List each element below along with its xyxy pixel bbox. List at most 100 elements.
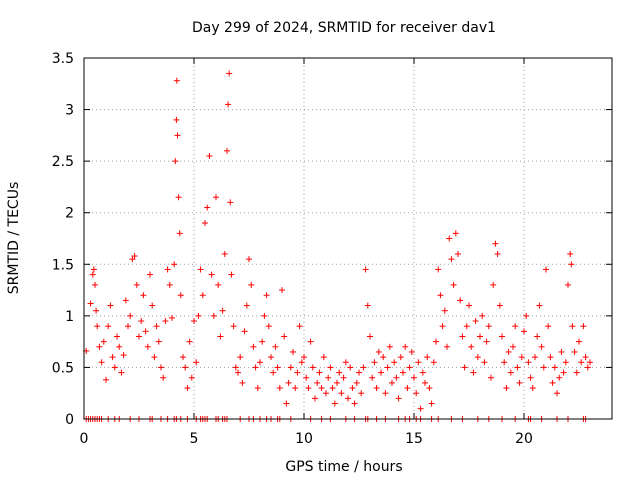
data-point [241,328,248,335]
data-point [162,318,169,325]
data-point [505,348,512,355]
data-point [90,266,97,273]
data-point [402,343,409,350]
data-point [92,281,98,288]
y-tick-label: 1.5 [52,257,74,273]
data-point [406,364,413,371]
data-point [373,385,380,392]
data-point [540,364,547,371]
data-point [281,333,288,340]
data-point [94,323,101,330]
data-point [490,281,497,288]
data-point [191,318,197,325]
data-point [452,230,459,237]
data-point [296,323,303,330]
data-point [400,369,406,376]
data-point [144,343,151,350]
data-point [587,359,593,366]
data-point [173,116,180,123]
data-point [477,333,483,340]
data-point [481,359,488,366]
data-point [441,307,448,314]
data-point [492,240,499,247]
data-point [573,369,580,376]
data-point [195,312,202,319]
data-point [554,390,560,397]
data-point [279,287,285,294]
data-point [272,343,279,350]
data-point [318,385,325,392]
data-point [584,364,591,371]
data-point [100,338,107,345]
data-point [235,369,241,376]
data-point [312,395,318,402]
data-point [325,374,332,381]
data-point [351,400,358,407]
data-point [472,318,479,325]
x-tick-label: 5 [190,431,199,447]
data-point [257,359,263,366]
data-point [382,390,389,397]
data-point [182,364,189,371]
data-point [175,194,182,201]
data-point [474,354,481,361]
data-point [166,281,173,288]
data-point [116,343,123,350]
data-point [98,359,105,366]
data-point [523,312,530,319]
data-point [172,158,179,165]
data-point [301,354,307,361]
data-point [428,400,435,407]
data-point [160,374,167,381]
data-point [543,266,549,273]
data-point [384,364,391,371]
chart-title: Day 299 of 2024, SRMTID for receiver dav… [192,20,496,36]
data-point [527,374,534,381]
data-point [204,204,211,211]
data-point [96,343,103,350]
data-point [479,312,486,319]
data-point [268,354,274,361]
data-point [125,323,131,330]
data-point [514,364,521,371]
data-point [507,369,514,376]
data-point [437,292,444,299]
data-point [186,338,193,345]
data-point [516,379,523,386]
data-point [426,385,433,392]
data-point [331,400,338,407]
data-point [529,385,536,392]
data-point [171,261,178,268]
data-point [327,364,334,371]
data-point [230,323,237,330]
data-point [208,271,215,278]
y-tick-label: 2 [65,206,74,222]
data-point [307,338,314,345]
data-point [369,374,376,381]
data-point [184,385,191,392]
x-tick-label: 0 [80,431,89,447]
data-point [558,348,565,355]
data-point [287,364,294,371]
data-point [578,359,585,366]
data-point [320,354,327,361]
data-point [510,343,516,350]
data-point [349,385,356,392]
points-layer [83,70,593,422]
data-point [263,292,270,299]
data-point [259,338,266,345]
data-point [237,354,244,361]
data-point [133,281,140,288]
x-axis-label: GPS time / hours [285,459,402,475]
data-point [155,338,162,345]
data-point [397,354,404,361]
data-point [131,253,138,260]
data-point [221,250,228,257]
data-point [356,369,362,376]
data-point [151,354,158,361]
data-point [485,323,492,330]
data-point [292,385,299,392]
data-point [413,390,420,397]
data-point [375,348,382,355]
